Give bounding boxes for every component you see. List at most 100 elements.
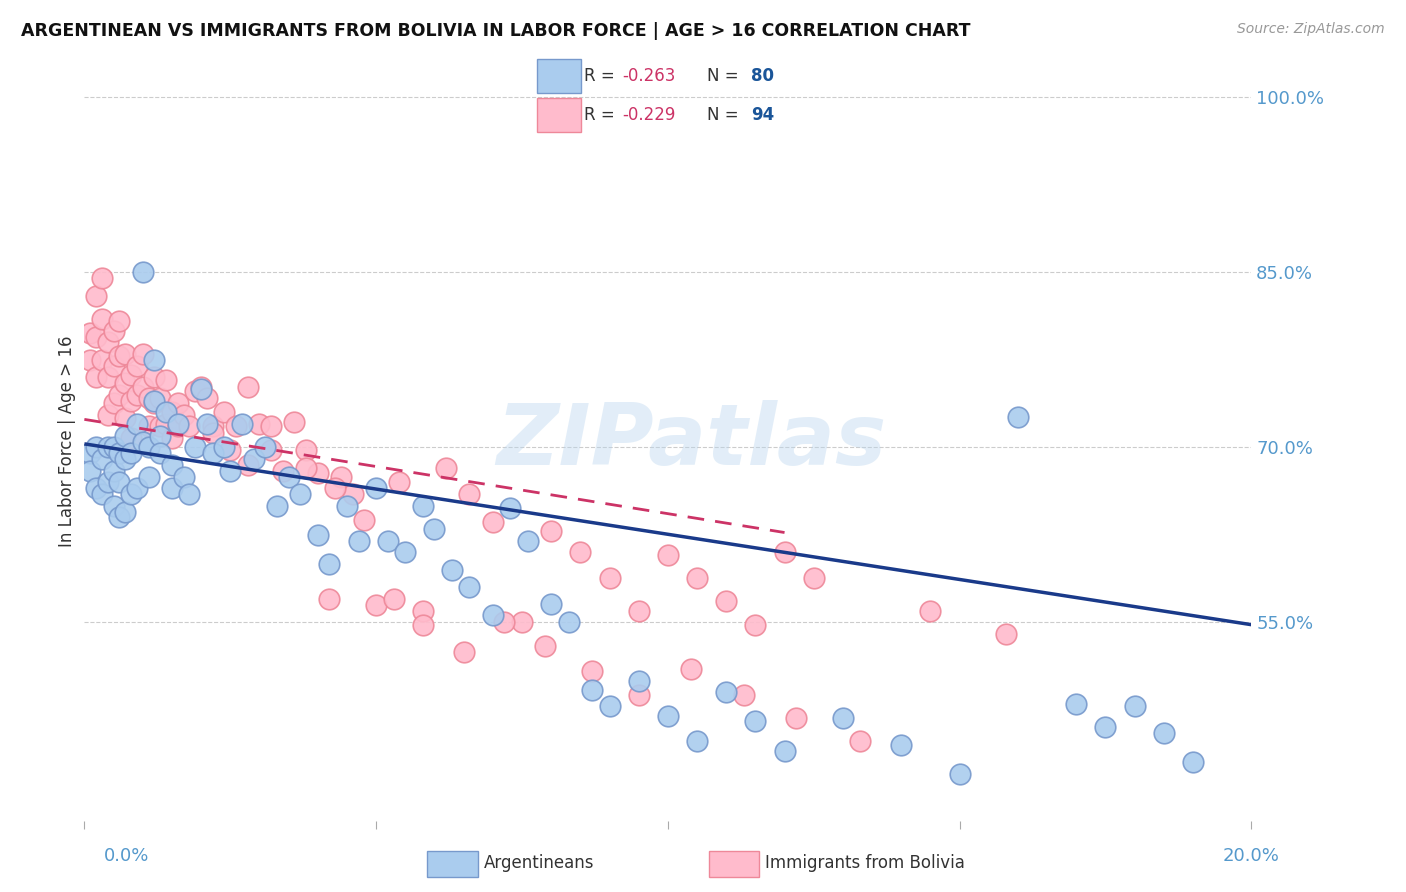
- Point: [179, 419, 201, 434]
- Point: [716, 685, 738, 699]
- Point: [260, 442, 283, 457]
- Point: [423, 522, 446, 536]
- Point: [214, 441, 236, 455]
- Point: [143, 370, 166, 384]
- Point: [138, 419, 160, 434]
- Point: [149, 446, 172, 460]
- Text: 94: 94: [751, 106, 775, 124]
- Point: [143, 393, 166, 408]
- Point: [283, 415, 305, 429]
- Point: [236, 380, 259, 394]
- Point: [307, 466, 329, 480]
- Point: [214, 405, 236, 419]
- Text: 0.0%: 0.0%: [104, 847, 149, 865]
- Point: [143, 352, 166, 367]
- Point: [84, 329, 107, 343]
- Point: [108, 314, 131, 328]
- Point: [599, 571, 621, 585]
- Point: [225, 419, 247, 434]
- Point: [832, 711, 855, 725]
- Point: [290, 487, 312, 501]
- Point: [138, 441, 160, 455]
- Point: [132, 434, 155, 449]
- Point: [179, 487, 201, 501]
- Text: Immigrants from Bolivia: Immigrants from Bolivia: [765, 854, 965, 872]
- Point: [125, 481, 148, 495]
- Text: Argentineans: Argentineans: [484, 854, 595, 872]
- Point: [295, 442, 318, 457]
- Point: [1007, 410, 1029, 425]
- Point: [458, 580, 481, 594]
- Point: [627, 673, 650, 688]
- Point: [190, 380, 212, 394]
- Point: [173, 469, 195, 483]
- Point: [103, 464, 125, 478]
- Point: [160, 405, 183, 419]
- Point: [103, 441, 125, 455]
- FancyBboxPatch shape: [537, 59, 581, 93]
- Point: [114, 452, 136, 467]
- Point: [108, 350, 131, 364]
- Point: [995, 627, 1018, 641]
- Point: [79, 464, 101, 478]
- Point: [366, 598, 388, 612]
- Point: [949, 767, 972, 781]
- Point: [160, 458, 183, 472]
- Point: [195, 417, 218, 431]
- Point: [920, 604, 942, 618]
- Point: [1123, 699, 1146, 714]
- Point: [412, 499, 434, 513]
- Point: [412, 604, 434, 618]
- Point: [557, 615, 579, 630]
- Point: [184, 441, 207, 455]
- Point: [79, 326, 101, 340]
- Point: [434, 461, 457, 475]
- Point: [155, 405, 177, 419]
- Point: [242, 452, 264, 467]
- Text: 80: 80: [751, 67, 773, 85]
- Point: [90, 271, 112, 285]
- Point: [231, 417, 253, 431]
- Point: [330, 469, 353, 483]
- Point: [84, 289, 107, 303]
- Point: [499, 501, 522, 516]
- Point: [744, 714, 766, 729]
- Text: 20.0%: 20.0%: [1223, 847, 1279, 865]
- Point: [318, 557, 340, 571]
- Point: [201, 446, 224, 460]
- Point: [260, 419, 283, 434]
- Point: [90, 312, 112, 326]
- Point: [84, 370, 107, 384]
- Point: [79, 446, 101, 460]
- FancyBboxPatch shape: [537, 98, 581, 132]
- Point: [266, 499, 288, 513]
- Point: [1066, 697, 1088, 711]
- Point: [219, 442, 242, 457]
- Point: [440, 563, 463, 577]
- Point: [254, 441, 277, 455]
- Point: [97, 335, 120, 350]
- Point: [125, 388, 148, 402]
- Point: [482, 515, 505, 529]
- Point: [366, 481, 388, 495]
- Point: [744, 617, 766, 632]
- Point: [120, 368, 142, 382]
- Point: [149, 428, 172, 442]
- Point: [219, 464, 242, 478]
- Point: [108, 388, 131, 402]
- Point: [347, 533, 370, 548]
- Point: [412, 617, 434, 632]
- Point: [458, 487, 481, 501]
- Point: [138, 392, 160, 406]
- Point: [657, 708, 679, 723]
- Point: [785, 711, 807, 725]
- Point: [657, 548, 679, 562]
- Point: [353, 513, 375, 527]
- Point: [114, 411, 136, 425]
- Point: [271, 464, 294, 478]
- Point: [149, 419, 172, 434]
- Point: [125, 359, 148, 373]
- Point: [394, 545, 416, 559]
- Point: [890, 738, 912, 752]
- Point: [97, 475, 120, 490]
